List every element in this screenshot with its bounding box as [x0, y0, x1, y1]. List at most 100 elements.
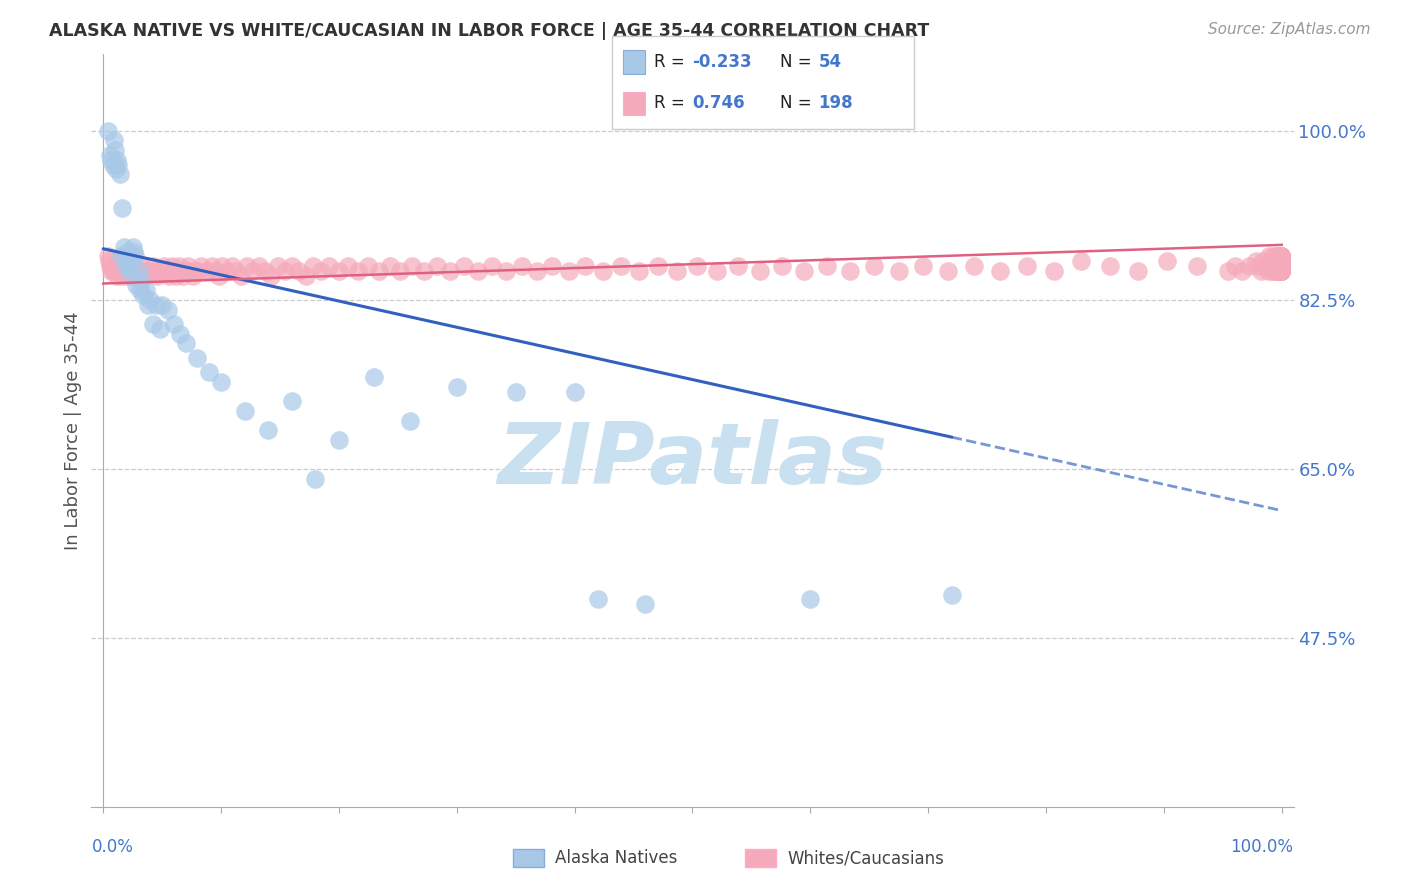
Point [157, 268, 180, 283]
Point [1265, 254, 1288, 268]
Point [1223, 259, 1246, 273]
Point [153, 259, 176, 273]
Point [124, 250, 146, 264]
Point [1270, 259, 1292, 273]
Point [1258, 259, 1281, 273]
Point [190, 259, 212, 273]
Point [124, 264, 146, 278]
Point [628, 264, 651, 278]
Point [1270, 250, 1292, 264]
Point [136, 264, 159, 278]
Point [1270, 264, 1292, 278]
Point [204, 264, 226, 278]
Point [1264, 254, 1286, 268]
Point [225, 264, 247, 278]
Point [105, 162, 128, 177]
Point [107, 259, 129, 273]
Point [150, 298, 173, 312]
Point [328, 433, 350, 447]
Point [1270, 264, 1292, 278]
Point [586, 592, 609, 607]
Point [101, 158, 124, 172]
Text: R =: R = [654, 95, 690, 112]
Point [98, 148, 121, 162]
Y-axis label: In Labor Force | Age 35-44: In Labor Force | Age 35-44 [63, 311, 82, 549]
Point [439, 264, 461, 278]
Point [1264, 250, 1286, 264]
Point [401, 259, 423, 273]
Point [1267, 259, 1289, 273]
Point [302, 259, 325, 273]
Point [378, 259, 401, 273]
Point [1267, 250, 1289, 264]
Point [1265, 250, 1288, 264]
Text: Whites/Caucasians: Whites/Caucasians [787, 849, 945, 867]
Point [259, 268, 281, 283]
Point [647, 259, 669, 273]
Point [337, 259, 360, 273]
Point [181, 268, 204, 283]
Point [105, 264, 128, 278]
Point [398, 414, 420, 428]
Point [1263, 264, 1285, 278]
Point [1270, 264, 1292, 278]
Text: 100.0%: 100.0% [1230, 838, 1294, 856]
Point [609, 259, 631, 273]
Point [121, 264, 143, 278]
Point [112, 240, 135, 254]
Point [1270, 254, 1292, 268]
Point [1270, 254, 1292, 268]
Point [1156, 254, 1178, 268]
Point [104, 254, 127, 268]
Point [1270, 254, 1292, 268]
Point [770, 259, 793, 273]
Point [281, 394, 304, 409]
Point [1126, 264, 1149, 278]
Point [156, 264, 179, 278]
Point [128, 264, 150, 278]
Point [170, 264, 193, 278]
Point [1270, 250, 1292, 264]
Point [1270, 259, 1292, 273]
Point [1261, 254, 1284, 268]
Point [132, 264, 155, 278]
Point [1265, 264, 1288, 278]
Point [495, 264, 517, 278]
Point [1265, 259, 1288, 273]
Point [156, 302, 179, 317]
Point [247, 259, 270, 273]
Point [169, 326, 191, 341]
Point [142, 259, 165, 273]
Point [557, 264, 579, 278]
Point [114, 264, 136, 278]
Point [197, 264, 219, 278]
Point [526, 264, 548, 278]
Point [135, 268, 157, 283]
Point [634, 598, 657, 612]
Point [1264, 264, 1286, 278]
Point [165, 268, 187, 283]
Point [793, 264, 815, 278]
Point [273, 264, 295, 278]
Point [288, 264, 311, 278]
Point [118, 264, 141, 278]
Point [117, 268, 139, 283]
Point [815, 259, 838, 273]
Point [505, 384, 527, 399]
Point [1254, 259, 1277, 273]
Point [1237, 259, 1260, 273]
Point [304, 472, 326, 486]
Point [221, 259, 243, 273]
Point [111, 201, 134, 215]
Point [209, 375, 232, 389]
Point [1263, 250, 1285, 264]
Text: 54: 54 [818, 53, 841, 70]
Point [1270, 250, 1292, 264]
Point [211, 259, 233, 273]
Point [1261, 264, 1284, 278]
Point [727, 259, 749, 273]
Text: 0.746: 0.746 [692, 95, 744, 112]
Point [186, 264, 208, 278]
Point [1270, 250, 1292, 264]
Point [266, 259, 288, 273]
